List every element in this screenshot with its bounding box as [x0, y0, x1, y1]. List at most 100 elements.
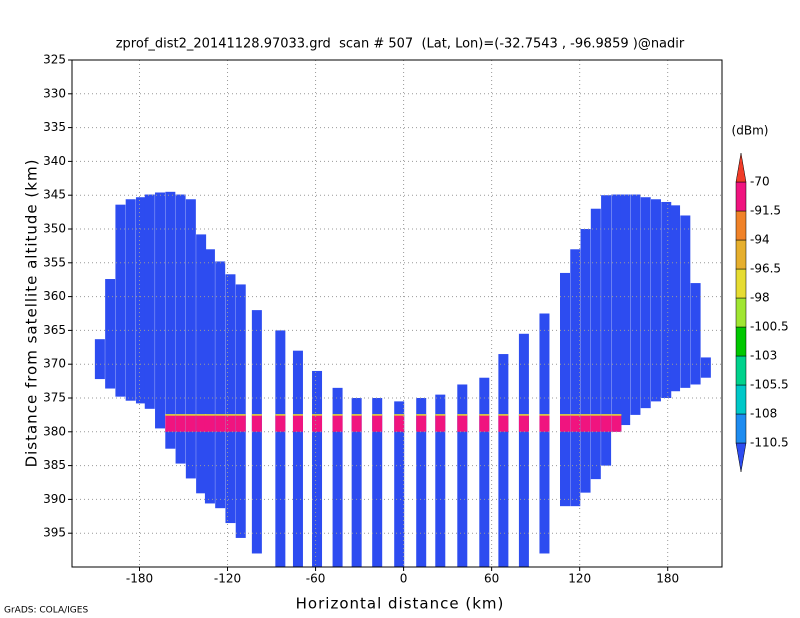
footer: GrADS: COLA/IGES — [4, 606, 88, 616]
swath-column — [105, 279, 116, 389]
swath-column — [498, 354, 509, 567]
y-tick-label: 375 — [43, 391, 66, 405]
colorbar-label: -110.5 — [750, 436, 789, 450]
plot-frame — [71, 59, 723, 568]
swath-column — [416, 398, 427, 567]
swath-column — [125, 199, 136, 401]
swath-column — [372, 398, 383, 567]
y-tick-label: 340 — [43, 154, 66, 168]
swath-column — [601, 195, 612, 466]
colorbar-label: -105.5 — [750, 378, 789, 392]
bright-band — [275, 414, 286, 432]
colorbar-label: -96.5 — [750, 262, 781, 276]
swath-column — [144, 194, 155, 409]
x-tick-label: 60 — [484, 572, 499, 586]
colorbar-box — [735, 239, 747, 270]
swath-column — [690, 283, 701, 385]
colorbar-box — [735, 413, 747, 444]
swath-column — [292, 350, 303, 567]
bright-band — [560, 414, 571, 432]
swath-column — [196, 234, 207, 494]
x-tick-label: 0 — [400, 572, 408, 586]
y-tick-label: 395 — [43, 526, 66, 540]
bright-band — [292, 414, 303, 432]
swath-column — [165, 191, 176, 449]
swath-column — [394, 401, 405, 567]
bright-band — [165, 414, 176, 432]
swath-column — [155, 192, 166, 429]
swath-column — [175, 194, 186, 464]
swath-column — [680, 215, 691, 388]
bright-band — [204, 414, 215, 432]
swath-column — [670, 205, 681, 392]
y-tick-label: 335 — [43, 120, 66, 134]
swath-column — [570, 249, 581, 507]
bright-band — [235, 414, 246, 432]
bright-band — [351, 414, 362, 432]
x-tick-label: 120 — [568, 572, 591, 586]
y-tick-label: 345 — [43, 188, 66, 202]
y-tick-label: 350 — [43, 222, 66, 236]
colorbar-box — [735, 181, 747, 212]
y-tick-label: 370 — [43, 357, 66, 371]
bright-band — [332, 414, 343, 432]
swath-column — [275, 330, 286, 567]
colorbar-label: -100.5 — [750, 320, 789, 334]
swath-column — [661, 201, 672, 398]
y-tick-label: 325 — [43, 53, 66, 67]
swath-column — [135, 197, 146, 404]
swath-column — [115, 204, 126, 397]
x-tick-label: -60 — [306, 572, 326, 586]
bright-band — [196, 414, 207, 432]
swath-column — [215, 261, 226, 509]
colorbar-title: (dBm) — [732, 124, 769, 138]
swath-column — [518, 333, 529, 567]
swath-column — [590, 208, 601, 480]
swath-column — [235, 284, 246, 538]
colorbar-box — [735, 355, 747, 386]
bright-band — [185, 414, 196, 432]
colorbar-box — [735, 326, 747, 357]
colorbar-label: -91.5 — [750, 204, 781, 218]
bright-band — [416, 414, 427, 432]
bright-band — [518, 414, 529, 432]
x-tick-label: 180 — [656, 572, 679, 586]
swath-column — [611, 194, 622, 432]
swath-column — [479, 377, 490, 567]
swath-column — [312, 370, 323, 567]
colorbar-label: -94 — [750, 233, 770, 247]
bright-band — [590, 414, 601, 432]
swath-column — [351, 398, 362, 567]
colorbar-label: -108 — [750, 407, 777, 421]
y-tick-label: 380 — [43, 424, 66, 438]
y-tick-label: 385 — [43, 458, 66, 472]
swath-column — [700, 357, 711, 378]
swath-column — [332, 387, 343, 567]
colorbar-end — [735, 152, 747, 183]
swath-column — [457, 384, 468, 567]
y-tick-label: 355 — [43, 255, 66, 269]
x-tick-label: -120 — [214, 572, 241, 586]
swath-column — [225, 274, 236, 524]
swath-column — [620, 194, 631, 426]
colorbar-box — [735, 297, 747, 328]
bright-band — [175, 414, 186, 432]
chart-title: zprof_dist2_20141128.97033.grd scan # 50… — [116, 37, 685, 52]
y-tick-label: 330 — [43, 86, 66, 100]
swath-column — [204, 249, 215, 504]
swath-column — [630, 194, 641, 415]
swath-column — [185, 199, 196, 479]
bright-band — [312, 414, 323, 432]
x-axis-title: Horizontal distance (km) — [296, 595, 505, 613]
swath-column — [650, 199, 661, 402]
x-tick-label: -180 — [126, 572, 153, 586]
swath-column — [435, 394, 446, 567]
bright-band — [215, 414, 226, 432]
swath-column — [560, 272, 571, 507]
bright-band — [479, 414, 490, 432]
bright-band — [251, 414, 262, 432]
bright-band — [580, 414, 591, 432]
bright-band — [570, 414, 581, 432]
y-tick-label: 390 — [43, 492, 66, 506]
bright-band — [611, 414, 622, 432]
